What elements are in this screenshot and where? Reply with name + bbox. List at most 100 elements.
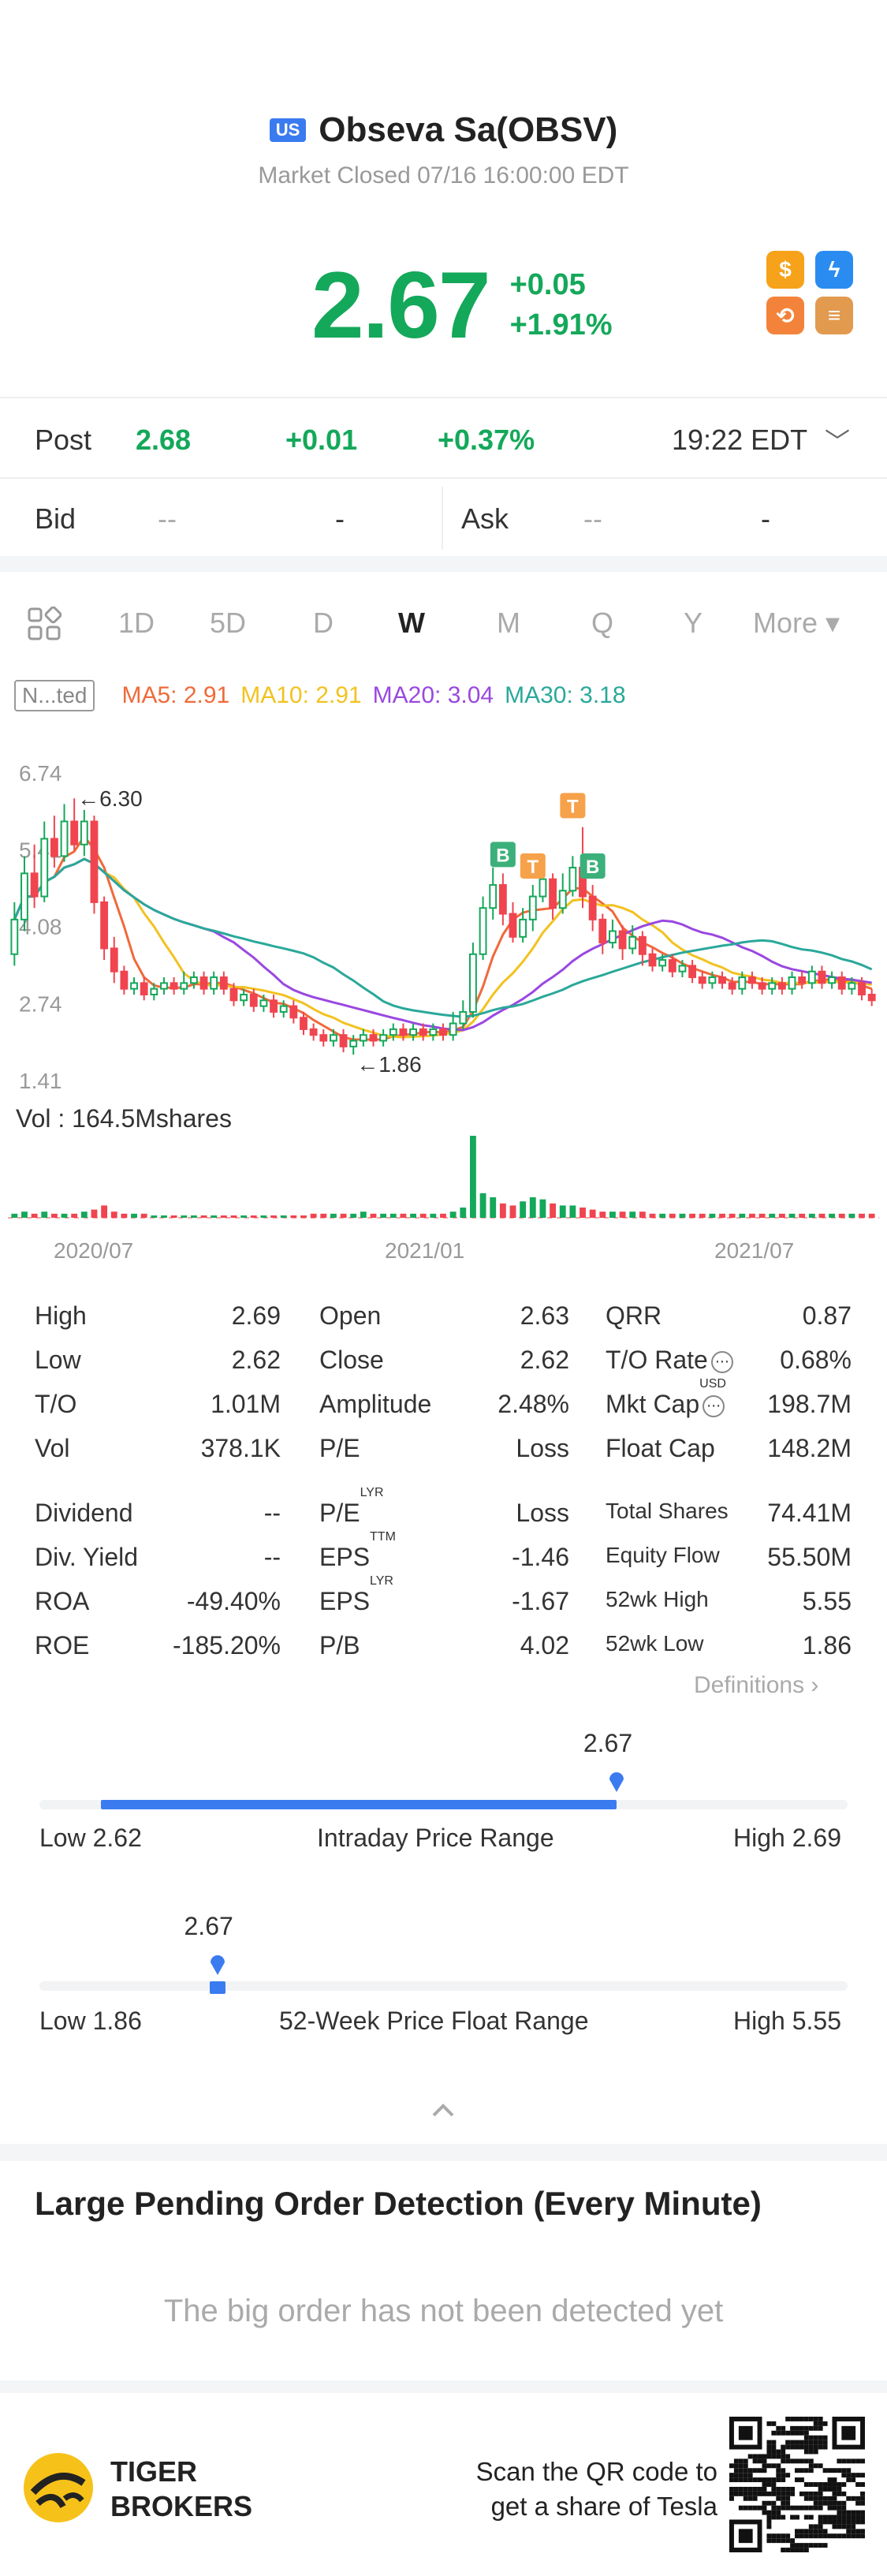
trade-mark-b[interactable]: B [580,853,606,879]
tab-1d[interactable]: 1D [118,607,155,639]
promo-line: Scan the QR code to [475,2457,717,2486]
candle [828,971,837,989]
sync-icon[interactable]: ⟲ [766,297,804,334]
ma20-line [13,857,872,1032]
stat-label: P/E LYR [319,1486,384,1527]
candle [459,1000,468,1029]
stat-label: 52wk Low [606,1631,704,1656]
currency-superscript: USD [699,1377,726,1391]
candle [738,971,747,995]
last-price: 2.67 [311,252,491,358]
volume-bar [360,1211,367,1218]
volume-bar [320,1213,327,1218]
post-market-row[interactable]: Post 2.68 +0.01 +0.37% 19:22 EDT ﹀ [0,398,887,477]
promo-line: get a share of Tesla [490,2492,717,2521]
x-tick-label: 2021/01 [385,1238,464,1263]
candle [528,884,537,931]
candle [170,977,178,995]
volume-bar [520,1201,527,1218]
stack-icon[interactable]: ≡ [815,297,853,334]
stat-label: QRR [606,1301,662,1330]
stock-name[interactable]: Obseva Sa(OBSV) [319,110,618,149]
candle [449,1011,457,1041]
divider [0,477,887,479]
candle [748,971,756,989]
definitions-label: Definitions [694,1672,805,1698]
dollar-icon[interactable]: $ [766,251,804,289]
brand-line: TIGER [110,2455,198,2488]
trade-mark-t[interactable]: T [560,793,586,819]
candle [110,936,118,984]
tab-m[interactable]: M [497,607,520,639]
lightning-icon[interactable]: ϟ [815,251,853,289]
candle [598,913,607,954]
volume-bar [829,1213,836,1218]
volume-bar [808,1213,815,1218]
info-icon[interactable]: ⋯ [703,1394,725,1417]
adjust-toggle[interactable]: N...ted [14,680,95,711]
stat-value: 2.69 [231,1301,281,1330]
candle [698,971,706,989]
grid-icon[interactable] [27,607,61,641]
trade-mark-label: T [527,857,539,878]
post-change: +0.01 [285,424,358,456]
definitions-link[interactable]: Definitions › [694,1672,818,1699]
period-tabs: 1D 5D D W M Q Y More ▾ [0,595,887,651]
feature-badges: $ ϟ ⟲ ≡ [766,251,856,334]
tab-q[interactable]: Q [591,607,614,639]
volume-bar [559,1205,566,1218]
tab-y[interactable]: Y [684,607,703,639]
volume-bar [719,1213,725,1218]
chevron-up-icon[interactable] [426,2098,460,2122]
candle [429,1023,438,1041]
volume-bar [330,1213,337,1218]
empty-state: The big order has not been detected yet [163,2294,724,2328]
volume-bar [240,1215,248,1218]
volume-bar [181,1215,188,1218]
tab-d[interactable]: D [313,607,334,639]
section-gap [0,556,887,572]
stat-value: 2.63 [520,1301,569,1330]
volume-bar [71,1213,78,1218]
volume-bar [370,1213,377,1218]
candle [489,868,498,920]
chevron-down-icon[interactable]: ﹀ [825,427,851,456]
candle [509,902,517,943]
stat-value: 74.41M [767,1499,852,1527]
stat-value: 4.02 [520,1631,569,1659]
candle [349,1035,358,1055]
x-tick-label: 2021/07 [714,1238,794,1263]
candle [549,873,557,920]
candle [289,1000,298,1024]
qr-code-icon[interactable] [729,2417,865,2552]
volume-bar [161,1215,167,1218]
info-icon[interactable]: ⋯ [710,1350,733,1373]
candle [60,804,69,862]
ma5-value: MA5: 2.91 [121,682,230,708]
volume-bar [799,1213,806,1218]
volume-bar [529,1197,536,1218]
post-price: 2.68 [136,424,192,456]
marker-pin-icon [210,1955,225,1975]
price-block: 2.67 +0.05 +1.91% [311,251,613,360]
volume-bar [460,1208,467,1218]
candle [609,919,617,949]
tab-w[interactable]: W [398,607,425,639]
stats-row: Dividend -- P/E LYR Loss Total Shares 74.41M [0,1486,887,1543]
footer-banner[interactable]: TIGER BROKERS Scan the QR code to get a … [0,2393,887,2576]
candle [439,1023,447,1041]
volume-bar [110,1211,117,1218]
range-high: High 2.69 [733,1824,841,1852]
stats-row: Vol 378.1K P/E Loss Float Cap 148.2M [0,1434,887,1478]
period-superscript: TTM [370,1530,396,1544]
tab-more[interactable]: More ▾ [753,607,840,639]
tab-5d[interactable]: 5D [210,607,247,639]
volume-bar [410,1213,416,1218]
trade-mark-b[interactable]: B [490,842,516,868]
trade-mark-t[interactable]: T [520,853,546,879]
candle [309,1023,318,1041]
stats-row: Div. Yield -- EPS TTM -1.46 Equity Flow 55.50M [0,1530,887,1587]
candle [768,977,777,995]
range-fill [209,1981,225,1994]
